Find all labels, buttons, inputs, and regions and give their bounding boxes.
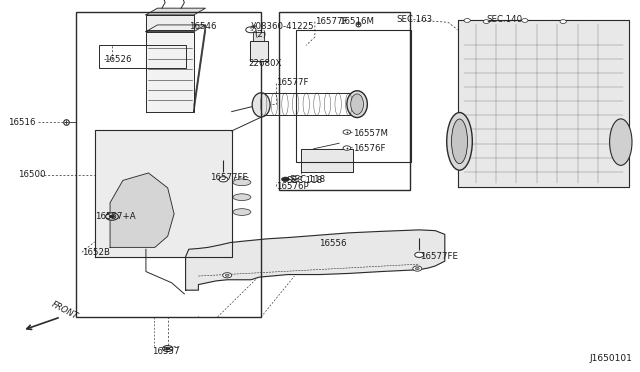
Text: 16577F: 16577F <box>315 17 348 26</box>
Text: FRONT: FRONT <box>50 299 79 321</box>
Polygon shape <box>110 173 174 247</box>
Text: 16577F: 16577F <box>276 78 309 87</box>
Polygon shape <box>253 32 264 41</box>
Text: 16557M: 16557M <box>353 129 388 138</box>
Text: SEC.163: SEC.163 <box>397 15 433 24</box>
Text: 1652B: 1652B <box>82 248 110 257</box>
Text: 16516M: 16516M <box>339 17 374 26</box>
Polygon shape <box>146 32 194 112</box>
Circle shape <box>464 19 470 22</box>
Polygon shape <box>95 130 232 257</box>
Text: J1650101: J1650101 <box>589 354 632 363</box>
Circle shape <box>343 146 351 150</box>
Polygon shape <box>146 25 205 32</box>
Ellipse shape <box>252 93 270 117</box>
Text: 16516: 16516 <box>8 118 35 127</box>
Ellipse shape <box>609 119 632 165</box>
Circle shape <box>219 177 228 182</box>
Text: SEC.118: SEC.118 <box>287 176 323 185</box>
Circle shape <box>522 19 528 22</box>
Polygon shape <box>186 230 445 290</box>
Circle shape <box>413 266 422 271</box>
Text: 22680X: 22680X <box>248 59 282 68</box>
Ellipse shape <box>233 209 251 215</box>
Bar <box>99 45 186 68</box>
Text: 16526: 16526 <box>104 55 131 64</box>
Ellipse shape <box>233 179 251 186</box>
Circle shape <box>225 274 229 276</box>
Text: S: S <box>249 27 253 32</box>
Circle shape <box>343 130 351 134</box>
Text: (2): (2) <box>255 30 267 39</box>
Polygon shape <box>194 25 205 112</box>
Text: SEC.118: SEC.118 <box>289 175 325 184</box>
Text: 16576P: 16576P <box>276 182 309 191</box>
Bar <box>279 12 410 190</box>
Text: SEC.140: SEC.140 <box>486 15 522 24</box>
Text: 16556: 16556 <box>319 239 346 248</box>
Circle shape <box>246 27 256 33</box>
Circle shape <box>163 346 173 352</box>
Circle shape <box>483 20 490 23</box>
Ellipse shape <box>351 94 364 115</box>
Text: 16557: 16557 <box>152 347 180 356</box>
Ellipse shape <box>447 112 472 170</box>
Text: 16576F: 16576F <box>353 144 386 153</box>
Text: 16577FE: 16577FE <box>420 252 458 261</box>
Polygon shape <box>250 41 268 61</box>
Polygon shape <box>458 20 629 187</box>
Circle shape <box>560 20 566 23</box>
Text: 16557+A: 16557+A <box>95 212 135 221</box>
Circle shape <box>106 213 118 220</box>
Circle shape <box>109 215 115 218</box>
Polygon shape <box>146 15 194 30</box>
Circle shape <box>415 267 419 270</box>
Text: 16546: 16546 <box>189 22 216 31</box>
Ellipse shape <box>452 119 467 164</box>
Circle shape <box>223 273 232 278</box>
Circle shape <box>415 252 424 257</box>
Ellipse shape <box>233 194 251 201</box>
Text: 16500: 16500 <box>18 170 45 179</box>
Text: ¥08360-41225: ¥08360-41225 <box>251 22 314 31</box>
Polygon shape <box>301 149 353 172</box>
Ellipse shape <box>347 91 367 118</box>
Bar <box>76 12 261 317</box>
Text: 16577FE: 16577FE <box>210 173 248 182</box>
Circle shape <box>166 347 170 350</box>
Circle shape <box>282 177 289 182</box>
Polygon shape <box>146 8 205 15</box>
Bar <box>296 30 411 162</box>
